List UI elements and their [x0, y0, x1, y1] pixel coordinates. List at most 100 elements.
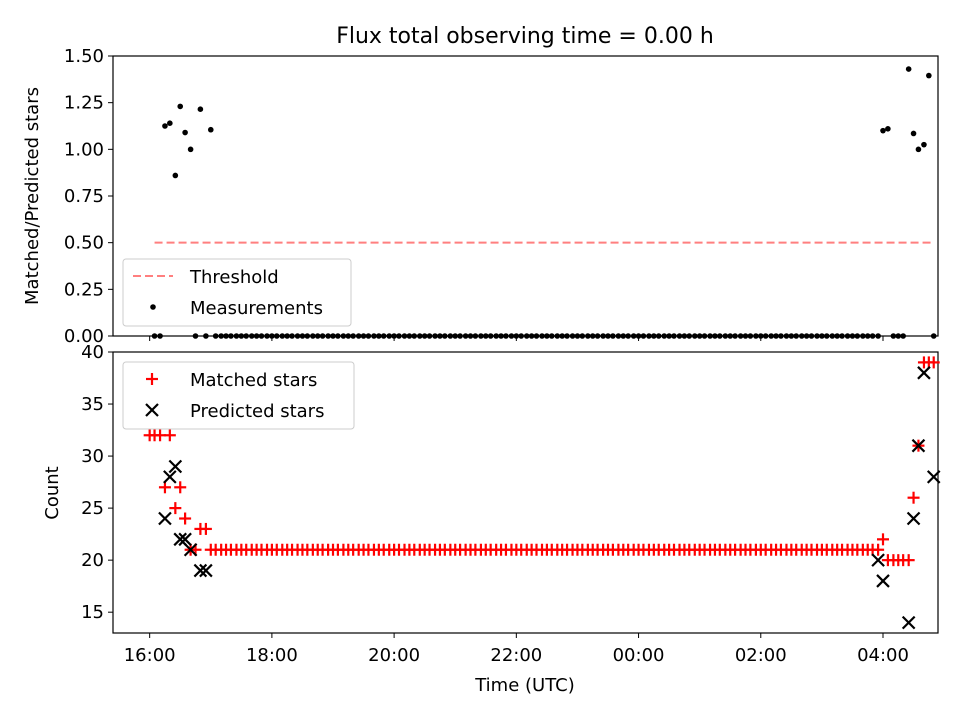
- measurements-point: [355, 333, 362, 339]
- measurements-point: [437, 333, 443, 339]
- measurements-point: [335, 333, 341, 339]
- measurements-point: [834, 333, 840, 339]
- measurements-point: [691, 333, 698, 339]
- matched-stars-point: [877, 533, 889, 546]
- bottom-y-axis-ticks: 15 20 25 30 35 40: [81, 342, 113, 623]
- measurements-point: [921, 141, 927, 148]
- matched-stars-point: [163, 429, 176, 442]
- measurements-point: [258, 333, 265, 339]
- measurements-point: [686, 333, 693, 339]
- measurements-point: [783, 333, 790, 339]
- predicted-stars-point-b: [199, 563, 213, 578]
- x-tick-label: 02:00: [735, 645, 787, 666]
- x-tick-label: 04:00: [857, 645, 909, 666]
- bottom-legend: Matched stars Predicted stars: [122, 361, 355, 430]
- predicted-stars-point-b: [906, 511, 921, 526]
- measurements-point: [823, 333, 830, 339]
- y-tick-label: 15: [81, 602, 104, 623]
- measurements-point: [396, 333, 402, 339]
- top-y-axis-label: Matched/Predicted stars: [22, 87, 43, 305]
- measurements-point: [172, 172, 179, 179]
- predicted-stars-point-b: [193, 563, 208, 578]
- measurements-point: [487, 333, 494, 339]
- measurements-point: [319, 333, 326, 339]
- predicted-stars-point: [163, 470, 177, 484]
- measurements-point: [747, 333, 754, 339]
- matched-stars-point: [179, 512, 192, 525]
- measurements-point: [340, 333, 347, 339]
- measurements-point: [289, 333, 295, 339]
- measurements-point: [457, 333, 463, 339]
- legend-threshold-label: Threshold: [189, 267, 279, 288]
- predicted-stars-point: [168, 459, 183, 474]
- legend-matched-label: Matched stars: [190, 370, 317, 391]
- measurements-point: [701, 333, 708, 339]
- predicted-stars-point-b: [158, 511, 172, 526]
- predicted-stars-point: [876, 574, 890, 588]
- y-tick-label: 1.50: [64, 46, 104, 67]
- measurements-point: [482, 333, 489, 339]
- measurements-point: [707, 333, 713, 339]
- predicted-stars-point: [911, 438, 926, 453]
- measurements-point: [762, 333, 769, 339]
- measurements-point: [218, 333, 224, 339]
- measurements-point: [376, 333, 382, 339]
- measurements-point: [371, 333, 377, 339]
- measurements-point: [544, 333, 550, 339]
- x-tick-label: 20:00: [368, 645, 420, 666]
- measurements-point: [294, 333, 301, 339]
- predicted-stars-point: [183, 542, 198, 557]
- measurements-point: [798, 333, 805, 339]
- measurements-point: [478, 333, 484, 339]
- measurements-point: [432, 333, 438, 339]
- bottom-y-axis-label: Count: [42, 466, 63, 519]
- measurements-point: [238, 333, 245, 339]
- measurements-point: [605, 333, 611, 339]
- bottom-x-axis-ticks: 16:00 18:00 20:00 22:00 00:00 02:00 04:00: [124, 633, 909, 666]
- measurements-point: [885, 126, 891, 132]
- measurements-point: [264, 333, 270, 339]
- predicted-stars-point: [178, 532, 192, 547]
- y-tick-label: 20: [81, 550, 104, 571]
- y-tick-label: 35: [81, 394, 104, 415]
- matched-stars-point: [169, 502, 182, 515]
- measurements-point: [314, 333, 321, 339]
- y-tick-label: 1.00: [64, 139, 104, 160]
- measurements-point: [386, 333, 393, 339]
- measurements-point: [350, 333, 356, 339]
- predicted-stars-point-b: [168, 459, 183, 474]
- measurements-point: [472, 333, 479, 339]
- measurements-point: [248, 333, 255, 339]
- measurements-point: [890, 333, 897, 339]
- measurements-point: [732, 333, 738, 339]
- measurements-point: [564, 333, 570, 339]
- predicted-stars-point: [926, 470, 941, 484]
- predicted-stars-point-b: [178, 532, 192, 547]
- top-marks: [151, 66, 937, 339]
- measurements-point: [661, 333, 668, 339]
- measurements-point: [192, 333, 199, 339]
- predicted-stars-point-b: [917, 366, 931, 380]
- measurements-point: [273, 333, 280, 339]
- measurements-point: [233, 333, 240, 339]
- measurements-point: [462, 333, 469, 339]
- x-tick-label: 16:00: [124, 645, 176, 666]
- measurements-point: [849, 333, 856, 339]
- measurements-point: [365, 333, 372, 339]
- measurements-point: [676, 333, 683, 339]
- measurements-point: [243, 333, 250, 339]
- matched-stars-point: [199, 522, 212, 535]
- predicted-stars-point-b: [911, 438, 926, 453]
- measurements-point: [493, 333, 499, 339]
- predicted-stars-point: [173, 532, 188, 547]
- measurements-point: [803, 333, 810, 339]
- measurements-point: [533, 333, 540, 339]
- matched-stars-point: [907, 491, 920, 504]
- measurements-point: [411, 333, 418, 339]
- measurements-point: [869, 333, 876, 339]
- measurements-point: [788, 333, 795, 339]
- measurements-point: [253, 333, 260, 339]
- measurements-point: [753, 333, 759, 339]
- top-legend: Threshold Measurements: [122, 258, 352, 327]
